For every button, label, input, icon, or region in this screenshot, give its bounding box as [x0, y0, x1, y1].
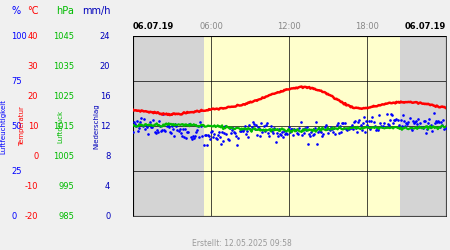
Text: 1005: 1005: [53, 152, 74, 161]
Bar: [204, 36, 400, 216]
Text: Niederschlag: Niederschlag: [94, 104, 100, 149]
Text: 18:00: 18:00: [356, 22, 379, 31]
Text: 1045: 1045: [53, 32, 74, 41]
Text: 10: 10: [28, 122, 38, 131]
Text: 75: 75: [11, 77, 22, 86]
Text: 50: 50: [11, 122, 22, 131]
Text: Luftdruck: Luftdruck: [58, 110, 64, 143]
Text: 12: 12: [100, 122, 110, 131]
Text: 1025: 1025: [53, 92, 74, 101]
Text: 0: 0: [105, 212, 110, 221]
Text: Temperatur: Temperatur: [18, 106, 25, 146]
Text: %: %: [11, 6, 20, 16]
Text: 20: 20: [28, 92, 38, 101]
Text: 25: 25: [11, 167, 22, 176]
Text: °C: °C: [27, 6, 38, 16]
Text: 06.07.19: 06.07.19: [133, 22, 174, 31]
Text: 06.07.19: 06.07.19: [404, 22, 446, 31]
Text: 0: 0: [11, 212, 17, 221]
Text: mm/h: mm/h: [82, 6, 110, 16]
Text: Erstellt: 12.05.2025 09:58: Erstellt: 12.05.2025 09:58: [192, 238, 292, 248]
Text: 06:00: 06:00: [199, 22, 223, 31]
Text: 12:00: 12:00: [277, 22, 301, 31]
Text: 24: 24: [100, 32, 110, 41]
Text: 995: 995: [58, 182, 74, 191]
Text: Luftfeuchtigkeit: Luftfeuchtigkeit: [0, 99, 6, 154]
Text: -10: -10: [25, 182, 38, 191]
Text: 100: 100: [11, 32, 27, 41]
Text: 0: 0: [33, 152, 38, 161]
Text: 30: 30: [27, 62, 38, 71]
Text: hPa: hPa: [56, 6, 74, 16]
Text: 1035: 1035: [53, 62, 74, 71]
Text: 1015: 1015: [53, 122, 74, 131]
Text: 985: 985: [58, 212, 74, 221]
Text: 20: 20: [100, 62, 110, 71]
Text: 16: 16: [99, 92, 110, 101]
Text: 40: 40: [28, 32, 38, 41]
Text: -20: -20: [25, 212, 38, 221]
Text: 8: 8: [105, 152, 110, 161]
Text: 4: 4: [105, 182, 110, 191]
